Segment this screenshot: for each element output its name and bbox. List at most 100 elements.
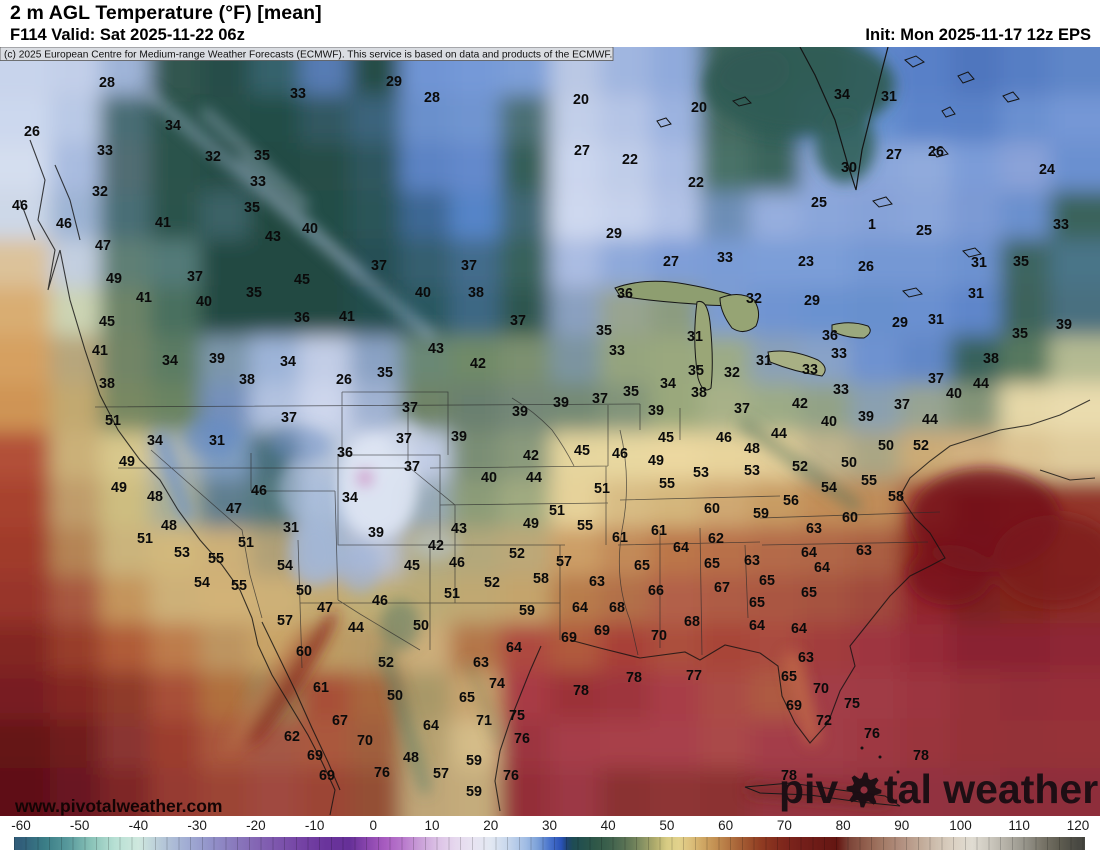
svg-text:61: 61 xyxy=(612,530,628,546)
svg-text:44: 44 xyxy=(771,426,787,442)
svg-text:32: 32 xyxy=(92,184,108,200)
svg-text:70: 70 xyxy=(813,681,829,697)
svg-text:20: 20 xyxy=(573,92,589,108)
svg-text:37: 37 xyxy=(404,459,420,475)
svg-text:49: 49 xyxy=(119,454,135,470)
svg-text:42: 42 xyxy=(523,448,539,464)
svg-text:45: 45 xyxy=(99,314,115,330)
svg-text:38: 38 xyxy=(468,285,484,301)
svg-text:44: 44 xyxy=(973,376,989,392)
svg-text:49: 49 xyxy=(523,516,539,532)
svg-text:35: 35 xyxy=(254,148,270,164)
svg-text:55: 55 xyxy=(577,518,593,534)
svg-text:63: 63 xyxy=(744,553,760,569)
svg-text:76: 76 xyxy=(374,765,390,781)
svg-text:65: 65 xyxy=(801,585,817,601)
svg-text:31: 31 xyxy=(971,255,987,271)
svg-text:37: 37 xyxy=(371,258,387,274)
svg-text:48: 48 xyxy=(403,750,419,766)
svg-text:64: 64 xyxy=(791,621,807,637)
svg-text:52: 52 xyxy=(792,459,808,475)
svg-text:39: 39 xyxy=(368,525,384,541)
svg-text:76: 76 xyxy=(864,726,880,742)
svg-text:78: 78 xyxy=(781,768,797,784)
svg-text:67: 67 xyxy=(714,580,730,596)
svg-text:50: 50 xyxy=(413,618,429,634)
svg-text:23: 23 xyxy=(798,254,814,270)
svg-text:64: 64 xyxy=(749,618,765,634)
svg-text:39: 39 xyxy=(553,395,569,411)
svg-text:65: 65 xyxy=(759,573,775,589)
svg-text:49: 49 xyxy=(648,453,664,469)
svg-text:33: 33 xyxy=(802,362,818,378)
svg-text:53: 53 xyxy=(174,545,190,561)
svg-text:52: 52 xyxy=(484,575,500,591)
svg-text:(c) 2025 European Centre for M: (c) 2025 European Centre for Medium-rang… xyxy=(4,50,612,61)
svg-text:29: 29 xyxy=(892,315,908,331)
svg-text:51: 51 xyxy=(444,586,460,602)
svg-text:41: 41 xyxy=(339,309,355,325)
svg-text:24: 24 xyxy=(1039,162,1055,178)
svg-text:31: 31 xyxy=(881,89,897,105)
svg-text:78: 78 xyxy=(626,670,642,686)
svg-text:56: 56 xyxy=(783,493,799,509)
svg-text:35: 35 xyxy=(1013,254,1029,270)
svg-text:65: 65 xyxy=(781,669,797,685)
svg-text:31: 31 xyxy=(968,286,984,302)
svg-text:26: 26 xyxy=(928,144,944,160)
svg-text:45: 45 xyxy=(574,443,590,459)
svg-text:35: 35 xyxy=(623,384,639,400)
svg-text:37: 37 xyxy=(510,313,526,329)
svg-text:39: 39 xyxy=(209,351,225,367)
svg-text:41: 41 xyxy=(155,215,171,231)
svg-text:49: 49 xyxy=(111,480,127,496)
svg-text:43: 43 xyxy=(451,521,467,537)
svg-text:68: 68 xyxy=(609,600,625,616)
svg-text:39: 39 xyxy=(858,409,874,425)
svg-text:66: 66 xyxy=(648,583,664,599)
svg-text:28: 28 xyxy=(424,90,440,106)
svg-text:34: 34 xyxy=(165,118,181,134)
svg-text:34: 34 xyxy=(834,87,850,103)
svg-text:59: 59 xyxy=(753,506,769,522)
svg-text:39: 39 xyxy=(451,429,467,445)
svg-text:33: 33 xyxy=(250,174,266,190)
svg-text:33: 33 xyxy=(290,86,306,102)
svg-text:33: 33 xyxy=(831,346,847,362)
svg-text:40: 40 xyxy=(196,294,212,310)
svg-text:62: 62 xyxy=(708,531,724,547)
svg-text:33: 33 xyxy=(717,250,733,266)
svg-text:70: 70 xyxy=(651,628,667,644)
svg-text:54: 54 xyxy=(821,480,837,496)
svg-text:65: 65 xyxy=(704,556,720,572)
svg-text:38: 38 xyxy=(239,372,255,388)
svg-text:47: 47 xyxy=(95,238,111,254)
svg-text:28: 28 xyxy=(99,75,115,91)
svg-text:26: 26 xyxy=(336,372,352,388)
svg-text:51: 51 xyxy=(137,531,153,547)
svg-text:45: 45 xyxy=(658,430,674,446)
svg-text:60: 60 xyxy=(704,501,720,517)
svg-text:63: 63 xyxy=(473,655,489,671)
svg-text:63: 63 xyxy=(798,650,814,666)
svg-text:75: 75 xyxy=(509,708,525,724)
svg-text:78: 78 xyxy=(913,748,929,764)
svg-text:69: 69 xyxy=(307,748,323,764)
svg-text:37: 37 xyxy=(396,431,412,447)
svg-text:59: 59 xyxy=(466,784,482,800)
svg-text:65: 65 xyxy=(634,558,650,574)
svg-text:34: 34 xyxy=(147,433,163,449)
svg-text:64: 64 xyxy=(814,560,830,576)
svg-text:53: 53 xyxy=(693,465,709,481)
svg-text:40: 40 xyxy=(302,221,318,237)
svg-text:64: 64 xyxy=(423,718,439,734)
svg-text:38: 38 xyxy=(983,351,999,367)
svg-text:34: 34 xyxy=(162,353,178,369)
svg-text:50: 50 xyxy=(296,583,312,599)
svg-text:64: 64 xyxy=(506,640,522,656)
svg-text:71: 71 xyxy=(476,713,492,729)
svg-text:55: 55 xyxy=(208,551,224,567)
svg-text:48: 48 xyxy=(744,441,760,457)
svg-text:38: 38 xyxy=(691,385,707,401)
svg-text:35: 35 xyxy=(688,363,704,379)
